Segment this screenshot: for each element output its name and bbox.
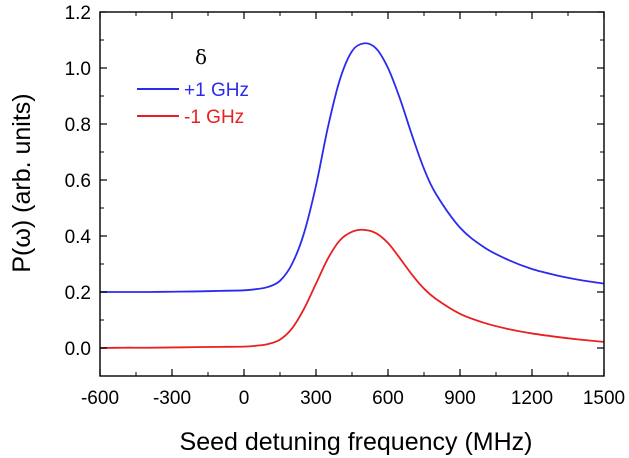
series-line-minus-1ghz bbox=[99, 228, 605, 349]
x-tick-label: 1500 bbox=[583, 388, 625, 409]
y-tick-label: 1.0 bbox=[65, 59, 91, 80]
x-tick-label: 1200 bbox=[511, 388, 553, 409]
y-tick-label: 0.8 bbox=[65, 115, 91, 136]
x-tick-label: 0 bbox=[239, 388, 250, 409]
series-line-plus-1ghz bbox=[100, 42, 605, 293]
x-tick-label: -600 bbox=[81, 388, 119, 409]
legend: δ +1 GHz -1 GHz bbox=[137, 45, 249, 128]
y-tick-label: 1.2 bbox=[65, 3, 91, 24]
plot-frame bbox=[99, 11, 605, 377]
axis-ticks bbox=[99, 11, 605, 376]
x-axis-title: Seed detuning frequency (MHz) bbox=[180, 428, 533, 456]
x-tick-label: 900 bbox=[444, 388, 476, 409]
y-tick-label: 0.6 bbox=[65, 171, 91, 192]
x-tick-label: 300 bbox=[300, 388, 332, 409]
x-tick-label: -300 bbox=[153, 388, 191, 409]
legend-label-plus-1ghz: +1 GHz bbox=[184, 80, 249, 101]
y-tick-label: 0.0 bbox=[65, 339, 91, 360]
y-axis-title: P(ω) (arb. units) bbox=[8, 93, 36, 272]
x-tick-label: 600 bbox=[372, 388, 404, 409]
y-tick-label: 0.2 bbox=[65, 283, 91, 304]
x-tick-labels: -600 -300 0 300 600 900 1200 1500 bbox=[81, 388, 625, 409]
plot-curves bbox=[99, 42, 605, 349]
legend-label-minus-1ghz: -1 GHz bbox=[184, 107, 244, 128]
y-tick-labels: 0.0 0.2 0.4 0.6 0.8 1.0 1.2 bbox=[65, 3, 92, 360]
legend-title: δ bbox=[195, 45, 207, 69]
y-tick-label: 0.4 bbox=[65, 227, 92, 248]
